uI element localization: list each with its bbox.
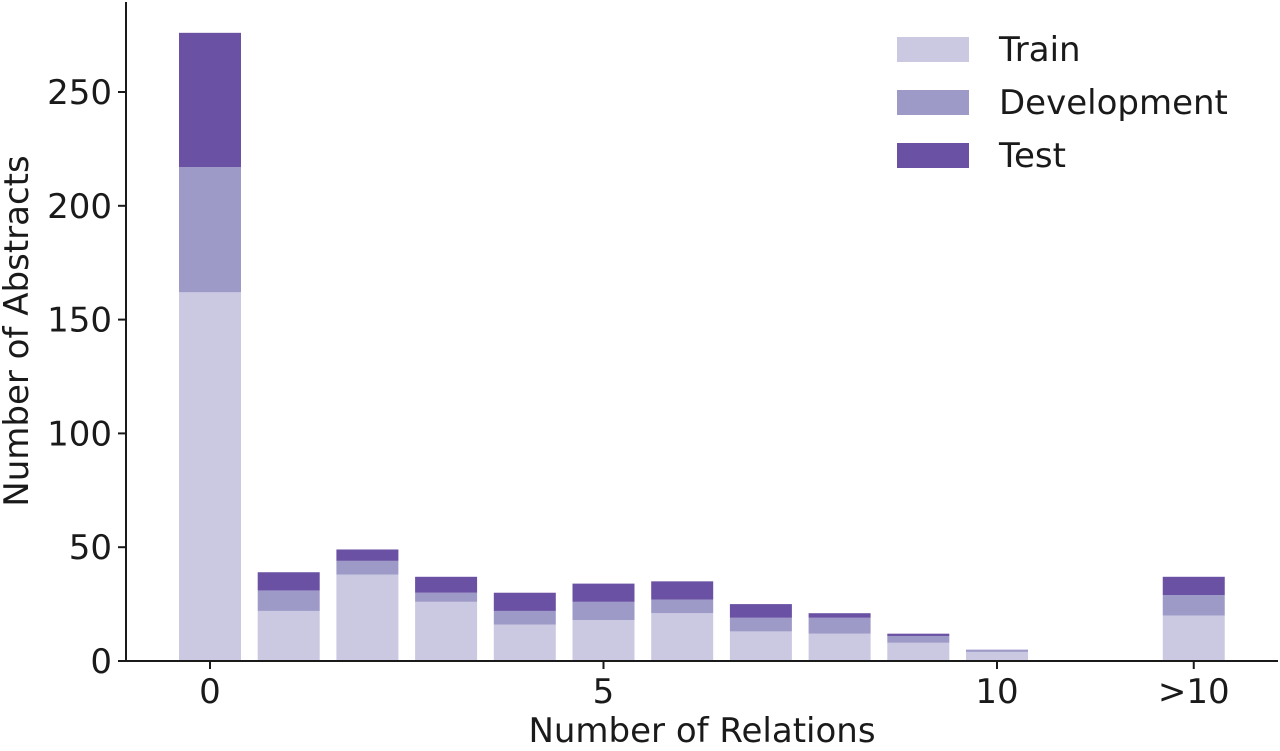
bar-development-3 [415, 592, 478, 602]
bar-train-3 [415, 601, 478, 661]
bar-test-9 [887, 633, 950, 636]
bar-train-5 [572, 620, 635, 661]
bar-train-1 [257, 610, 320, 661]
y-ticks: 0 50 100 150 200 250 [47, 73, 126, 682]
bar-train-gt10 [1162, 615, 1225, 661]
y-tick-label: 100 [47, 414, 112, 454]
legend-swatch-test [897, 143, 969, 168]
bar-train-8 [808, 633, 871, 661]
bar-development-2 [336, 560, 399, 575]
bar-development-9 [887, 635, 950, 643]
x-tick-label: 10 [975, 672, 1018, 712]
bar-development-7 [729, 617, 792, 632]
x-tick-label: 0 [199, 672, 221, 712]
y-tick-label: 150 [47, 301, 112, 341]
bar-test-7 [729, 604, 792, 618]
legend: Train Development Test [897, 30, 1228, 176]
legend-label-development: Development [999, 83, 1228, 123]
bar-train-10 [966, 651, 1028, 661]
bar-development-4 [493, 610, 556, 625]
y-axis-label: Number of Abstracts [0, 155, 37, 506]
bar-test-1 [257, 572, 320, 591]
y-tick-label: 250 [47, 73, 112, 113]
bar-development-8 [808, 617, 871, 634]
bar-test-3 [415, 576, 478, 593]
bar-test-8 [808, 613, 871, 618]
bar-train-2 [336, 574, 399, 661]
bar-development-gt10 [1162, 594, 1225, 616]
axes-layer [125, 2, 1278, 662]
bar-test-5 [572, 583, 635, 602]
bar-test-6 [651, 581, 714, 600]
bar-development-5 [572, 601, 635, 621]
y-tick-label: 50 [69, 528, 112, 568]
bar-development-10 [966, 649, 1028, 652]
legend-label-test: Test [998, 136, 1066, 176]
legend-label-train: Train [998, 30, 1081, 70]
y-tick-label: 200 [47, 187, 112, 227]
bar-train-4 [493, 624, 556, 661]
legend-swatch-train [897, 37, 969, 62]
bar-development-1 [257, 590, 320, 611]
x-tick-label: 5 [593, 672, 615, 712]
bar-test-0 [179, 32, 241, 168]
legend-swatch-development [897, 90, 969, 115]
x-ticks: 0 5 10 >10 [199, 661, 1230, 712]
bar-test-2 [336, 549, 399, 561]
bar-train-9 [887, 642, 950, 661]
x-tick-label: >10 [1158, 672, 1230, 712]
bars-layer [179, 32, 1225, 661]
y-tick-label: 0 [90, 642, 112, 682]
bar-development-0 [179, 167, 241, 293]
bar-train-6 [651, 613, 714, 661]
bar-development-6 [651, 599, 714, 614]
bar-test-4 [493, 592, 556, 611]
bar-test-gt10 [1162, 576, 1225, 595]
bar-train-7 [729, 631, 792, 661]
bar-train-0 [179, 292, 241, 661]
x-axis-label: Number of Relations [528, 711, 875, 746]
